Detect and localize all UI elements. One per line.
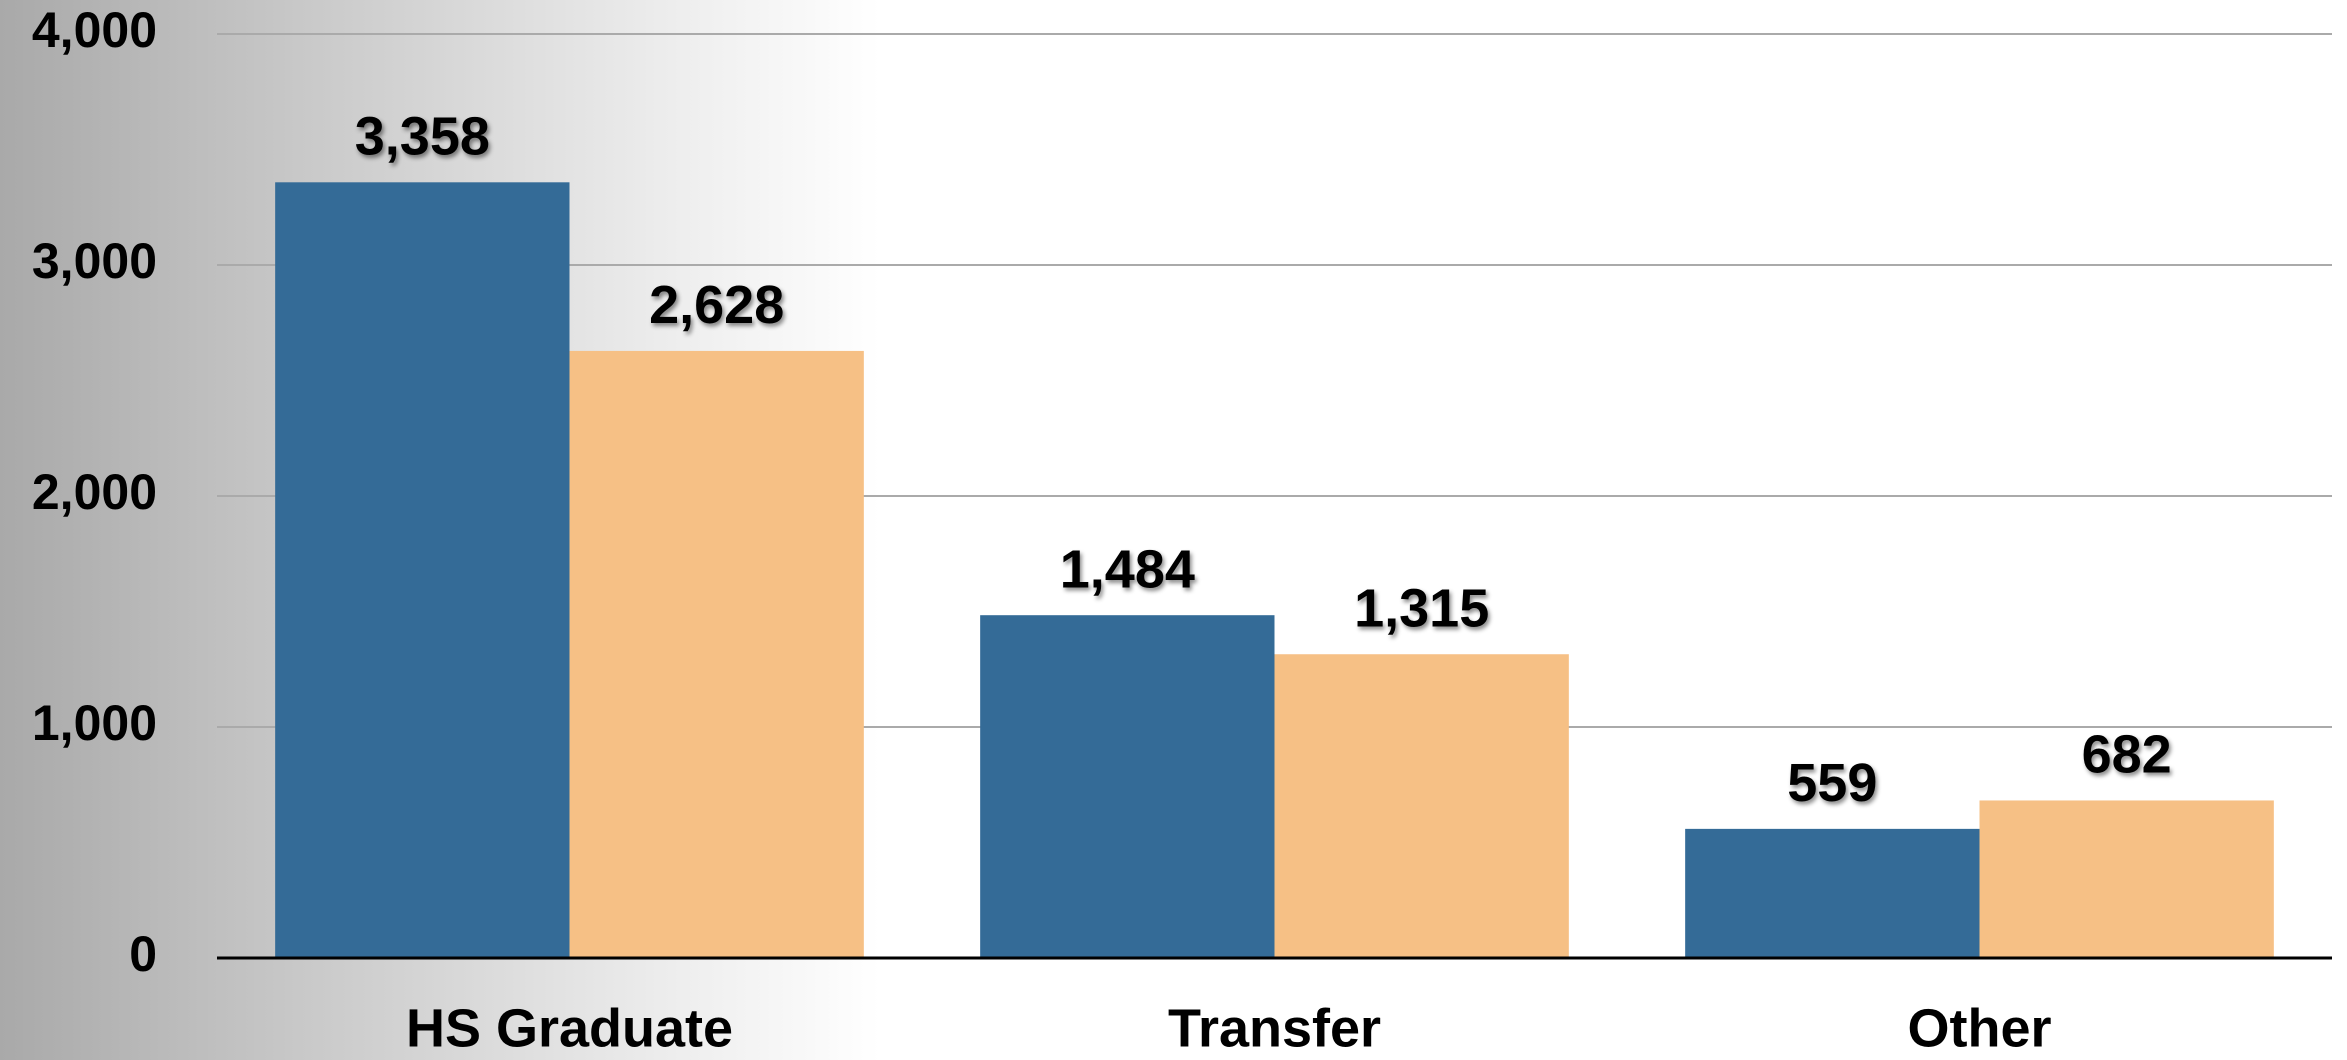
bar [275,182,569,958]
value-label: 2,628 [649,275,784,335]
y-tick-label: 4,000 [32,2,157,58]
x-tick-label: Transfer [1168,998,1381,1058]
y-tick-label: 3,000 [32,233,157,289]
value-label: 1,484 [1060,539,1195,599]
bar [980,615,1274,958]
y-tick-label: 1,000 [32,695,157,751]
value-label: 682 [2082,725,2172,785]
bar [1685,829,1979,958]
value-label: 3,358 [355,107,490,167]
x-tick-label: HS Graduate [406,998,733,1058]
bar [570,351,864,958]
chart: 0 1,000 2,000 3,000 4,000 HS Graduate 3,358 2,6… [0,0,2347,1060]
value-label: 559 [1787,753,1877,813]
x-tick-label: Other [1907,998,2051,1058]
value-label: 1,315 [1354,579,1489,639]
y-tick-label: 2,000 [32,464,157,520]
bar [1980,800,2274,958]
y-tick-label: 0 [129,926,157,982]
bar [1275,654,1569,958]
